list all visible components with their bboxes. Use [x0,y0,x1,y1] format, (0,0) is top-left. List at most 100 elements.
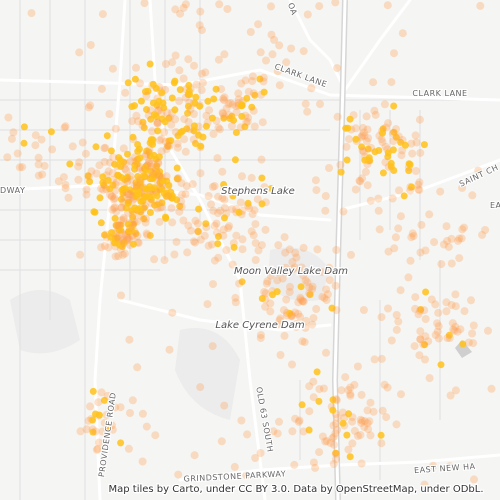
heat-point [375,147,383,154]
heat-point [197,142,205,150]
heat-point [411,293,420,302]
heat-point [258,118,267,127]
heat-point [195,131,203,139]
heat-point [357,390,366,399]
heat-point [360,128,368,137]
heat-point [424,337,433,346]
heat-point [322,285,331,294]
heat-point [346,383,355,392]
heat-point [244,199,252,207]
heat-point [179,216,188,225]
heat-point [126,172,135,181]
heat-point [242,471,251,480]
heat-point [331,429,340,438]
heat-point [238,245,247,254]
heat-point [86,402,94,411]
heat-point [161,137,170,146]
heat-point [18,163,27,172]
heat-point [116,241,123,249]
heat-point [273,288,281,296]
heat-point [375,225,384,234]
heat-point [190,451,199,460]
heat-point [225,222,234,231]
heat-point [75,158,84,167]
heat-point [241,123,249,131]
heat-point [189,110,198,118]
heat-point [189,237,198,246]
heat-point [369,78,378,87]
heat-point [288,258,297,266]
heat-point [238,235,247,244]
heat-point [348,439,357,448]
heat-point [213,228,222,237]
heat-point [202,223,211,232]
heat-point [37,135,46,144]
heat-point [455,254,464,263]
heat-point [146,232,154,239]
heat-point [141,202,150,211]
heat-point [470,475,478,484]
heat-point [236,123,245,132]
heat-point [350,380,359,389]
heat-point [468,329,477,338]
heat-point [330,440,338,449]
heat-point [478,230,487,239]
heat-point [292,320,301,328]
heat-point [150,151,158,159]
heat-point [362,137,371,146]
heat-point [103,132,111,140]
heat-point [414,180,423,189]
heat-point [213,154,222,163]
heat-point [460,307,469,316]
heat-point [344,445,353,454]
heat-point [117,163,125,170]
highway [331,0,348,500]
heat-point [381,142,390,151]
heat-point [382,413,391,422]
heat-point [433,327,442,336]
heat-point [150,111,158,119]
heat-point [284,268,293,277]
heat-point [134,117,142,126]
heat-point [294,309,303,318]
heat-point [429,461,438,470]
heat-point [164,192,172,201]
heat-point [273,276,282,285]
heat-point [104,176,112,184]
heat-point [406,161,414,168]
heat-point [292,322,301,331]
heat-point [344,386,353,394]
heat-point [140,124,148,132]
heat-point [420,480,429,489]
heat-point [184,102,192,110]
heat-point [232,231,241,240]
heat-point [148,127,156,136]
heat-point [389,137,398,145]
heat-point [204,192,213,200]
heat-point [176,202,184,210]
heat-point [250,206,259,215]
heat-point [195,21,204,30]
heat-point [225,111,234,120]
heat-point [456,325,465,334]
heat-point [171,5,180,14]
heat-point [153,170,161,178]
heat-point [197,69,206,78]
heat-point [331,0,340,7]
heat-point [184,55,193,64]
heat-point [100,242,109,250]
heat-point [150,255,159,264]
place-label: Moon Valley Lake Dam [234,266,348,277]
heat-point [135,164,144,173]
heat-point [358,131,367,140]
heat-point [285,245,294,254]
heat-point [258,295,266,302]
heat-point [86,101,95,110]
heat-point [34,153,43,162]
heat-point [115,172,122,180]
heat-point [138,121,147,130]
heat-point [345,135,353,144]
heat-point [128,396,137,405]
heat-point [114,252,123,261]
heat-point [415,178,424,187]
